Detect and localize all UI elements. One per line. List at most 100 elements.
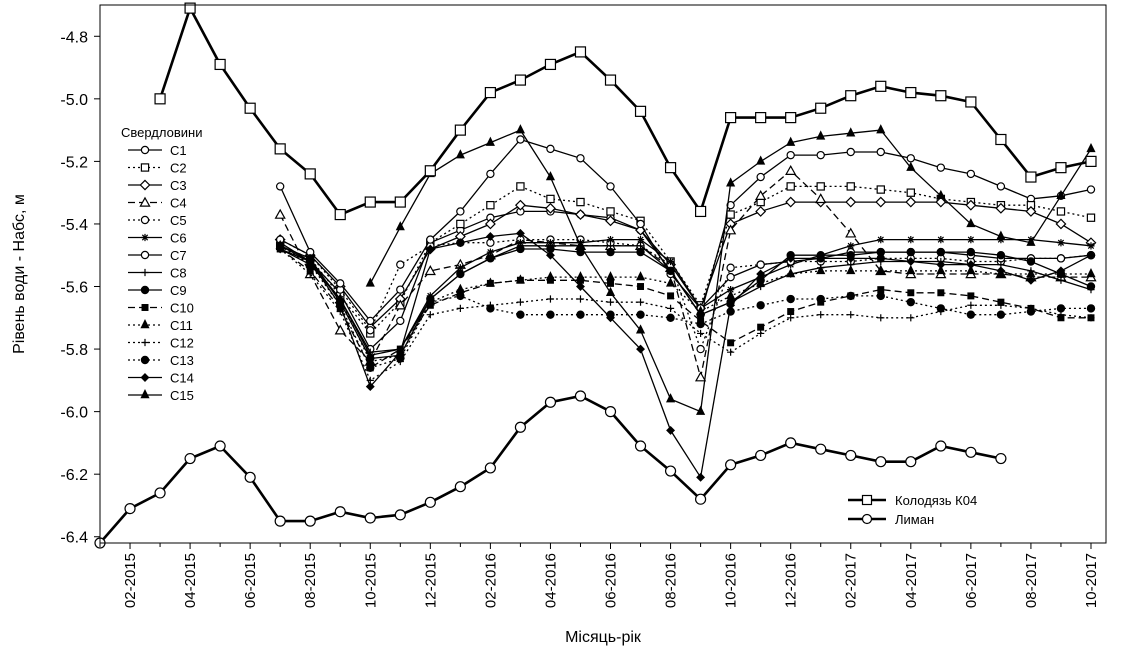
data-point [861, 494, 873, 506]
data-point [967, 301, 975, 309]
data-point [365, 382, 375, 392]
data-point [937, 235, 945, 244]
data-point [786, 150, 795, 160]
series-C14 [275, 228, 1096, 482]
y-tick-label: -6.0 [60, 405, 88, 422]
legend-label: C4 [170, 196, 187, 211]
data-point [845, 227, 857, 238]
data-point [965, 96, 977, 108]
legend-item: C12 [128, 336, 194, 351]
data-point [154, 93, 166, 105]
x-tick-label: 02-2015 [122, 553, 139, 608]
y-tick-label: -5.0 [60, 92, 88, 109]
data-point [905, 86, 917, 99]
data-point [996, 230, 1006, 240]
data-point [727, 339, 735, 347]
data-point [876, 264, 886, 275]
x-tick-label: 04-2017 [903, 553, 920, 608]
data-point [786, 182, 795, 191]
legend-label: C3 [170, 178, 187, 193]
data-point [364, 196, 376, 208]
data-point [635, 324, 646, 334]
data-point [755, 449, 767, 462]
data-point [606, 298, 615, 306]
legend-item: C8 [128, 266, 187, 281]
data-point [306, 270, 314, 278]
data-point [876, 253, 886, 263]
data-point [756, 269, 766, 279]
data-point [1086, 268, 1096, 278]
x-tick-label: 10-2016 [723, 553, 740, 608]
legend-item: Колодязь К04 [848, 493, 977, 508]
data-point [426, 311, 434, 319]
legend-item: C15 [128, 388, 194, 403]
data-point [605, 215, 616, 227]
legend-label: C11 [170, 318, 193, 333]
data-point [275, 182, 285, 191]
y-tick-label: -6.2 [60, 467, 88, 484]
data-point [139, 179, 151, 191]
y-tick-label: -6.4 [60, 530, 88, 547]
data-point [966, 260, 976, 270]
data-point [846, 127, 856, 137]
data-point [214, 58, 226, 71]
data-point [244, 471, 256, 483]
data-point [394, 509, 406, 521]
data-point [876, 147, 885, 157]
x-axis-label: Місяць-рік [565, 629, 642, 646]
x-tick-label: 08-2015 [302, 553, 319, 608]
data-point [1026, 257, 1036, 266]
data-point [395, 221, 405, 231]
x-tick-label: 04-2015 [182, 553, 199, 608]
series-Лиман [94, 390, 1007, 549]
data-point [786, 253, 796, 263]
data-point [364, 512, 376, 524]
data-point [546, 295, 555, 303]
data-point [604, 74, 617, 86]
legend-item: C13 [128, 353, 194, 368]
data-point [545, 271, 556, 281]
data-point [606, 182, 615, 191]
x-tick-label: 06-2016 [603, 553, 620, 608]
series-line [279, 138, 1092, 322]
data-point [967, 292, 975, 300]
data-point [996, 310, 1006, 319]
legend-label: C14 [170, 371, 194, 386]
data-point [574, 390, 587, 402]
legend-label: C8 [170, 266, 187, 281]
legend-label: C12 [170, 336, 194, 351]
data-point [725, 112, 737, 124]
data-point [694, 371, 707, 382]
data-point [139, 196, 151, 207]
legend-label: C6 [170, 231, 187, 246]
data-point [140, 250, 150, 260]
data-point [1086, 213, 1096, 222]
data-point [937, 289, 945, 297]
data-point [696, 319, 705, 329]
data-point [140, 373, 150, 382]
legend-item: C14 [128, 371, 194, 386]
data-point [936, 247, 946, 257]
data-point [786, 268, 796, 278]
data-point [877, 286, 885, 294]
legend-item: C7 [128, 248, 187, 263]
legend-label: C5 [170, 213, 187, 228]
data-point [756, 277, 766, 287]
data-point [1087, 242, 1095, 250]
data-point [396, 316, 405, 326]
data-point [876, 185, 885, 194]
x-tick-label: 08-2017 [1023, 553, 1040, 608]
data-point [576, 310, 585, 319]
data-point [576, 295, 585, 303]
series-line [279, 232, 1092, 480]
data-point [456, 269, 465, 279]
data-point [274, 208, 286, 219]
data-point [907, 314, 915, 322]
y-tick-label: -5.6 [60, 280, 88, 297]
data-point [726, 263, 735, 272]
data-point [1056, 266, 1066, 276]
data-point [845, 449, 857, 462]
data-point [140, 355, 150, 365]
data-point [666, 313, 675, 322]
data-point [1087, 314, 1095, 322]
